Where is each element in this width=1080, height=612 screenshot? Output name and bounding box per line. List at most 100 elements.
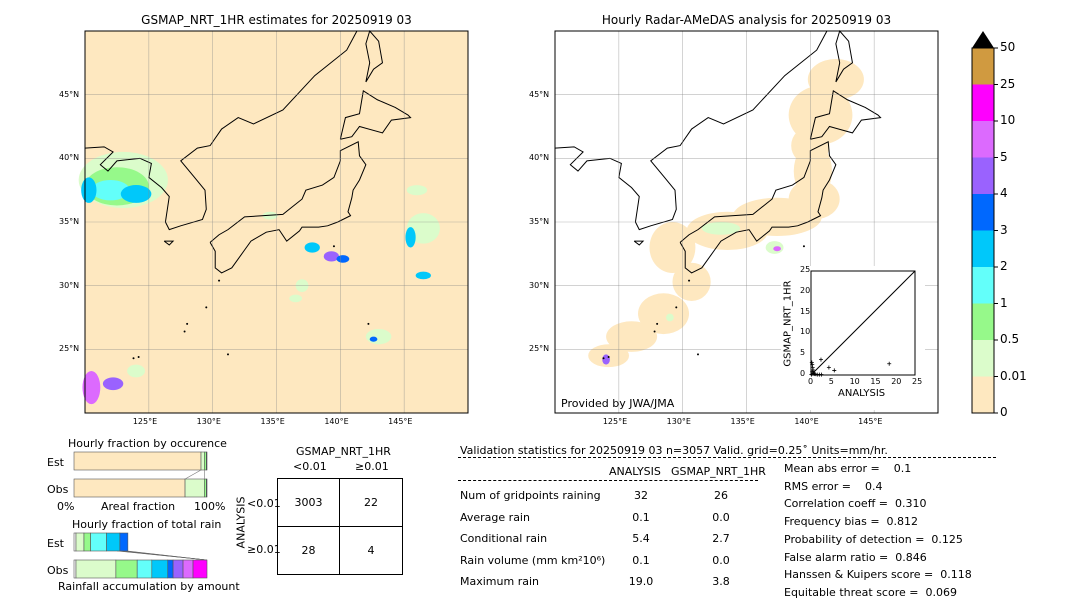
map-frame [554,30,939,414]
occ-est-label: Est [47,456,64,469]
island [802,245,805,248]
lon-tick-label: 125°E [602,417,628,426]
score-line: Probability of detection = 0.125 [784,532,963,546]
diagonal-line [810,270,916,376]
plus-marker [810,362,815,367]
rain-area [82,370,101,405]
colorbar-segment [972,48,994,85]
plus-marker [819,372,824,377]
scatter-ytick: 10 [800,327,811,337]
lon-tick-label: 140°E [324,417,349,426]
coastline [365,29,384,83]
connector [127,550,208,561]
lat-tick-label: 35°N [529,217,550,226]
lat-tick-label: 45°N [59,89,80,99]
contingency-table: 3003 22 28 4 [277,478,403,575]
coastline [835,29,854,83]
cell: 22 [340,479,402,527]
rain-obs-segment [167,559,174,579]
score-line: Mean abs error = 0.1 [784,462,912,475]
island [183,330,186,333]
coastline [554,30,828,231]
occ-est-segment [200,451,205,471]
plus-marker [887,361,892,366]
stat-analysis: 0.1 [632,510,650,524]
cell: 28 [278,526,340,574]
col-label-0: <0.01 [293,460,327,473]
lon-tick-label: 125°E [132,417,158,426]
island [226,353,229,356]
score-line: Correlation coeff = 0.310 [784,497,927,511]
lon-tick-label: 145°E [388,417,413,426]
colorbar-segment [972,121,994,158]
lon-tick-label: 145°E [858,417,883,426]
plus-marker [826,365,831,370]
rain-area [602,354,610,365]
lat-tick-label: 25°N [59,344,80,354]
scatter-point [813,372,818,377]
rain-obs-segment [115,559,138,579]
scatter-point [826,365,831,370]
occ-xlabel: Areal fraction [101,500,176,513]
stat-label: Rain volume (mm km²10⁶) [460,553,606,567]
coastline [163,240,175,246]
rain-est-label: Est [47,537,64,550]
rain-area [91,179,130,201]
plus-marker [818,357,823,362]
island [205,306,208,309]
colorbar-segment [972,230,994,267]
coastline [809,90,882,140]
island [602,357,605,360]
colorbar-segment [972,84,994,121]
island [332,245,335,248]
coastline [633,240,645,246]
lat-tick-label: 35°N [59,217,80,226]
plus-marker [810,365,815,370]
rain-area [289,294,303,303]
island [696,353,699,356]
colorbar-segment [972,303,994,340]
scatter-xtick: 5 [828,377,834,386]
rain-obs-segment [136,559,153,579]
rain-area [666,313,674,322]
stat-label: Average rain [460,510,530,524]
colorbar-label: 0.01 [1000,368,1027,383]
stat-gsmap: 2.7 [712,532,730,545]
plus-marker [832,368,837,373]
rain-area [672,262,711,301]
colorbar-label: 4 [1000,186,1008,200]
colorbar-label: 10 [1000,113,1016,127]
col-analysis: ANALYSIS [609,465,661,478]
occ-obs-segment [184,478,205,498]
right-map-title: Hourly Radar-AMeDAS analysis for 2025091… [601,13,892,27]
rain-area [127,364,145,378]
occ-obs-label: Obs [47,483,69,496]
rain-area [701,221,741,235]
rain-title: Hourly fraction of total rain [72,518,222,531]
rain-obs-segment [75,559,117,579]
colorbar-label: 3 [1000,222,1008,237]
plus-marker [812,371,817,376]
occ-est-segment [73,451,202,471]
island [137,355,140,358]
rain-obs-segment [172,559,184,579]
island [132,357,135,360]
rain-area [336,255,350,263]
island [218,279,221,282]
rain-est-segment [75,532,85,552]
scatter-point [887,361,892,366]
score-line: Frequency bias = 0.812 [784,515,919,529]
scatter-point [809,372,814,377]
rain-est-segment [106,532,121,552]
colorbar-label: 5 [1000,149,1008,164]
lon-tick-label: 130°E [666,417,691,426]
colorbar-label: 1 [1000,295,1008,310]
rain-area [588,344,630,368]
rain-area [120,185,152,203]
rain-area [405,227,416,248]
plus-marker [813,372,818,377]
stat-gsmap: 0.0 [712,510,730,524]
colorbar-segment [972,157,994,194]
lon-tick-label: 135°E [730,417,755,426]
scatter-point [809,360,814,365]
